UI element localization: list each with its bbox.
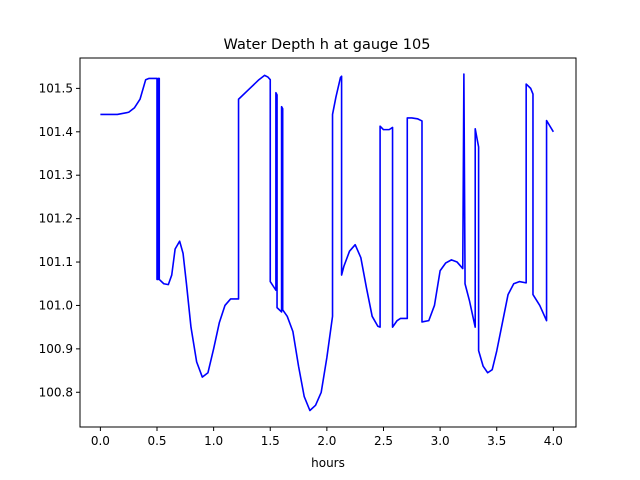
x-tick-label: 0.0	[91, 434, 110, 448]
chart-title: Water Depth h at gauge 105	[224, 37, 431, 53]
x-tick-label: 3.5	[487, 434, 506, 448]
y-tick-label: 101.2	[39, 212, 73, 226]
y-tick-label: 101.0	[39, 298, 73, 312]
x-tick-label: 2.0	[317, 434, 336, 448]
x-axis-label: hours	[311, 456, 345, 470]
x-tick-label: 4.0	[544, 434, 563, 448]
x-tick-label: 2.5	[374, 434, 393, 448]
y-tick-label: 100.8	[39, 385, 73, 399]
y-axis: 100.8 100.9 101.0 101.1 101.2 101.3 101.4 101.5	[39, 81, 80, 399]
x-tick-label: 0.5	[147, 434, 166, 448]
x-tick-label: 1.5	[261, 434, 280, 448]
y-tick-label: 100.9	[39, 342, 73, 356]
y-tick-label: 101.4	[39, 125, 73, 139]
y-tick-label: 101.1	[39, 255, 73, 269]
series-line	[100, 73, 555, 412]
plot-frame	[79, 57, 577, 428]
x-tick-label: 3.0	[431, 434, 450, 448]
x-tick-label: 1.0	[204, 434, 223, 448]
y-tick-label: 101.5	[39, 81, 73, 95]
x-axis: 0.0 0.5 1.0 1.5 2.0 2.5 3.0 3.5 4.0	[91, 427, 563, 448]
y-tick-label: 101.3	[39, 168, 73, 182]
plot-area	[79, 57, 577, 428]
